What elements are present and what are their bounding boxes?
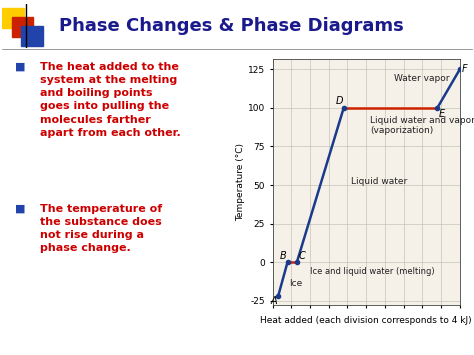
Text: The heat added to the
system at the melting
and boiling points
goes into pulling: The heat added to the system at the melt… (40, 62, 180, 138)
Bar (2, 8, 24, 28)
Text: Ice: Ice (290, 279, 303, 288)
Text: C: C (299, 251, 306, 261)
X-axis label: Heat added (each division corresponds to 4 kJ): Heat added (each division corresponds to… (260, 316, 472, 325)
Text: Phase Changes & Phase Diagrams: Phase Changes & Phase Diagrams (59, 17, 403, 35)
Text: B: B (280, 251, 287, 261)
Bar (21, 26, 43, 46)
Text: ■: ■ (15, 62, 25, 72)
Text: Liquid water: Liquid water (351, 177, 408, 186)
Text: D: D (335, 96, 343, 106)
Text: Water vapor: Water vapor (394, 74, 450, 83)
Text: ■: ■ (15, 204, 25, 214)
Text: Ice and liquid water (melting): Ice and liquid water (melting) (310, 267, 435, 276)
Text: F: F (462, 64, 467, 74)
Text: Liquid water and vapor
(vaporization): Liquid water and vapor (vaporization) (370, 116, 474, 135)
Text: The temperature of
the substance does
not rise during a
phase change.: The temperature of the substance does no… (40, 204, 162, 253)
Text: A: A (271, 296, 277, 306)
Y-axis label: Temperature (°C): Temperature (°C) (236, 143, 245, 221)
Bar (12, 17, 33, 37)
Text: E: E (439, 109, 445, 120)
